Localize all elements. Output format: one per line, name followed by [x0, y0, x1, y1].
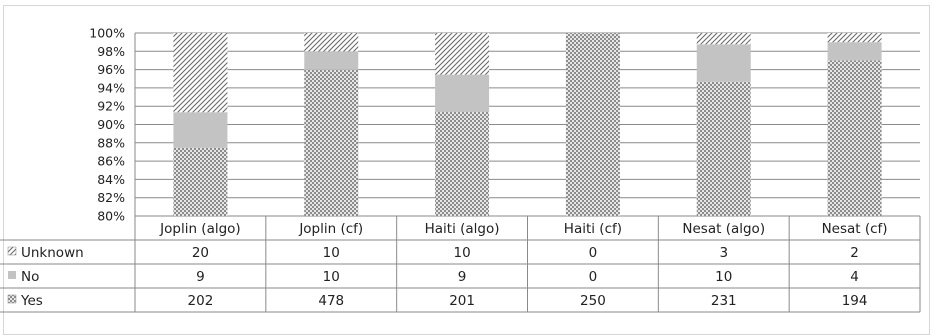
category-label: Nesat (algo)	[682, 221, 765, 237]
data-label: 2	[850, 245, 859, 261]
data-label: 10	[323, 245, 340, 261]
category-label: Nesat (cf)	[822, 221, 888, 237]
y-tick-label: 82%	[97, 190, 125, 205]
data-label: 202	[188, 293, 214, 309]
data-label: 478	[318, 293, 344, 309]
bar-no-joplin-cf	[304, 51, 359, 70]
bar-yes-nesat-algo	[696, 81, 751, 216]
legend-label-no: No	[21, 269, 39, 285]
y-tick-label: 94%	[97, 80, 125, 95]
bar-unknown-nesat-algo	[696, 33, 751, 45]
data-label: 0	[589, 245, 598, 261]
legend-key-no	[8, 271, 16, 279]
bar-unknown-joplin-algo	[173, 33, 228, 113]
legend-key-unknown	[7, 246, 17, 256]
y-tick-label: 98%	[97, 44, 125, 59]
legend-label-yes: Yes	[20, 293, 43, 309]
category-label: Joplin (algo)	[159, 221, 241, 237]
bar-unknown-joplin-cf	[304, 33, 359, 52]
data-label: 4	[850, 269, 859, 285]
bar-no-joplin-algo	[173, 112, 228, 148]
data-label: 20	[192, 245, 209, 261]
data-label: 3	[719, 245, 728, 261]
data-label: 10	[323, 269, 340, 285]
bar-yes-nesat-cf	[827, 60, 882, 217]
data-label: 10	[453, 245, 470, 261]
y-tick-label: 96%	[97, 62, 125, 77]
y-tick-label: 86%	[97, 154, 125, 169]
bar-yes-haiti-cf	[565, 33, 620, 216]
y-tick-label: 100%	[89, 26, 125, 41]
data-label: 194	[842, 293, 868, 309]
y-tick-label: 92%	[97, 99, 125, 114]
bar-no-nesat-algo	[696, 44, 751, 82]
bar-no-nesat-cf	[827, 42, 882, 61]
data-label: 0	[589, 269, 598, 285]
category-label: Haiti (cf)	[564, 221, 622, 237]
legend-label-unknown: Unknown	[21, 245, 84, 261]
data-label: 10	[715, 269, 732, 285]
data-label: 9	[196, 269, 205, 285]
data-label: 201	[449, 293, 475, 309]
y-tick-label: 84%	[97, 172, 125, 187]
bar-unknown-haiti-algo	[435, 33, 490, 75]
bar-yes-joplin-cf	[304, 69, 359, 217]
bar-yes-joplin-algo	[173, 147, 228, 216]
y-tick-label: 90%	[97, 117, 125, 132]
data-label: 250	[580, 293, 606, 309]
y-tick-label: 80%	[97, 209, 125, 224]
category-label: Joplin (cf)	[298, 221, 363, 237]
data-label: 9	[458, 269, 467, 285]
legend-key-yes	[7, 294, 17, 304]
y-tick-label: 88%	[97, 135, 125, 150]
data-label: 231	[711, 293, 737, 309]
bar-unknown-nesat-cf	[827, 33, 882, 43]
category-label: Haiti (algo)	[425, 221, 500, 237]
bar-yes-haiti-algo	[435, 112, 490, 216]
bar-no-haiti-algo	[435, 74, 490, 113]
